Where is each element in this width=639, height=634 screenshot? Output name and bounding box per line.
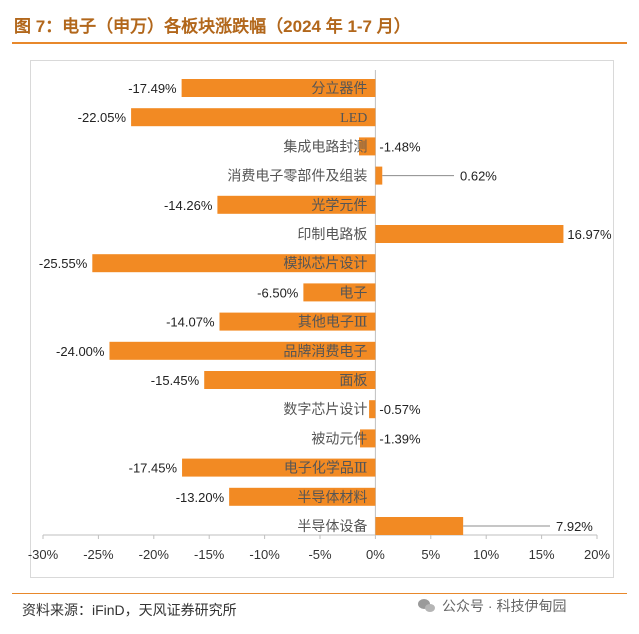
data-label: -15.45% [151,373,200,388]
x-tick-label: -30% [28,547,59,562]
category-label: 被动元件 [311,431,367,447]
data-label: 0.62% [460,169,497,184]
data-label: -25.55% [39,256,88,271]
page-title: 图 7：电子（申万）各板块涨跌幅（2024 年 1-7 月） [14,17,411,36]
bar [131,108,376,127]
category-label: 印制电路板 [297,227,367,243]
x-tick-label: -20% [139,547,170,562]
title-divider [12,42,627,44]
watermark: 公众号 · 科技伊甸园 [418,596,566,616]
bar [375,166,383,185]
bar [359,429,376,448]
chart-frame [30,60,614,578]
data-label: -0.57% [379,402,421,417]
category-label: 其他电子Ⅲ [298,315,368,331]
x-tick-label: -10% [249,547,280,562]
bar [375,225,564,243]
data-label: -17.45% [129,461,178,476]
category-label: 模拟芯片设计 [283,256,367,272]
bar [375,517,464,535]
watermark-text: 公众号 · 科技伊甸园 [442,598,567,614]
x-tick-label: 20% [584,547,610,562]
x-tick-label: -15% [194,547,225,562]
x-tick-label: 15% [529,547,555,562]
bar [92,254,376,273]
category-label: 数字芯片设计 [283,402,367,418]
data-label: -13.20% [176,490,225,505]
bar [109,341,376,360]
data-label: -22.05% [78,110,127,125]
x-tick-label: -25% [83,547,114,562]
data-label: -1.48% [379,139,421,154]
category-label: 分立器件 [311,81,367,97]
bar [217,195,376,214]
category-label: 品牌消费电子 [283,343,367,360]
category-label: 半导体材料 [297,490,367,506]
category-label: 光学元件 [311,198,367,214]
data-label: -24.00% [56,344,105,359]
data-label: -17.49% [128,81,177,96]
category-label: 面板 [339,373,367,389]
data-label: 7.92% [556,519,593,534]
category-label: LED [340,111,367,126]
bar [181,79,376,97]
data-label: 16.97% [567,227,612,242]
category-label: 电子化学品Ⅲ [284,461,368,477]
bar [303,283,376,302]
bar [182,458,376,477]
category-label: 电子 [339,285,367,301]
category-label: 集成电路封测 [283,138,367,155]
data-label: -1.39% [379,431,421,446]
bar [219,312,376,331]
wechat-icon [418,599,436,613]
data-label: -14.07% [166,315,215,330]
bar [369,400,376,419]
data-label: -14.26% [164,198,213,213]
x-tick-label: 10% [473,547,499,562]
category-label: 半导体设备 [297,518,367,535]
source-note: 资料来源：iFinD，天风证券研究所 [22,602,237,618]
x-tick-label: 0% [366,547,385,562]
bar-chart: -30% -25% -20% -15% -10% -5% 0% 5% 10% 15% 20% 分立器件… [28,70,612,562]
data-label: -6.50% [257,285,299,300]
bar [359,137,376,156]
x-tick-label: 5% [421,547,440,562]
category-label: 消费电子零部件及组装 [227,169,367,185]
bar [204,371,376,389]
footer-divider [12,593,627,594]
bar [229,487,376,506]
x-tick-label: -5% [308,547,332,562]
